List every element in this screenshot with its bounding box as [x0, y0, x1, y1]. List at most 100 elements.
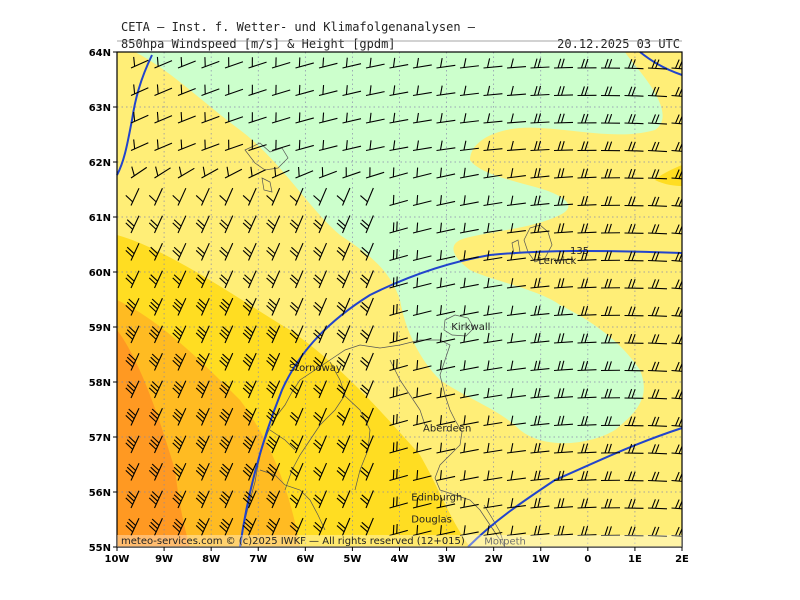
- wind-barb: [436, 58, 456, 69]
- wind-barb: [125, 518, 140, 536]
- wind-barb: [671, 59, 682, 70]
- wind-barb: [436, 277, 456, 289]
- city-labels: Lerwick Kirkwall Stornoway Aberdeen Edinburg…: [289, 256, 577, 548]
- wind-barb: [530, 140, 550, 152]
- wind-barb: [271, 166, 290, 179]
- wind-barb: [483, 497, 503, 509]
- wind-barb: [671, 251, 682, 262]
- wind-barb: [336, 435, 351, 454]
- wind-barb: [530, 277, 550, 289]
- wind-barb: [671, 279, 682, 290]
- wind-barb: [289, 380, 304, 399]
- wind-barb: [266, 435, 281, 454]
- wind-barb: [295, 57, 314, 69]
- lon-tick-label: 2W: [485, 554, 503, 565]
- wind-barb: [530, 497, 550, 509]
- wind-barb: [647, 444, 668, 455]
- wind-barb: [219, 215, 234, 234]
- lon-tick-label: 3W: [438, 554, 456, 565]
- wind-barb: [336, 215, 351, 234]
- wind-barb: [313, 490, 327, 509]
- wind-barb: [436, 415, 456, 427]
- wind-barb: [289, 325, 304, 344]
- wind-barb: [242, 187, 257, 206]
- wind-barb: [360, 242, 374, 261]
- wind-barb: [148, 188, 163, 206]
- wind-barb: [224, 166, 243, 179]
- wind-barb: [130, 111, 149, 124]
- wind-barb: [624, 196, 644, 207]
- wind-barb: [336, 407, 351, 426]
- field-light-green: [135, 52, 663, 444]
- wind-barb: [154, 56, 173, 69]
- wind-barb: [553, 278, 573, 289]
- wind-barb: [553, 360, 573, 372]
- wind-barb: [624, 86, 644, 97]
- wind-barb: [577, 498, 597, 509]
- wind-barb: [506, 305, 526, 317]
- wind-barb: [336, 325, 351, 344]
- wind-barb: [459, 140, 479, 152]
- wind-barb: [530, 305, 550, 317]
- wind-barb: [224, 84, 244, 97]
- city-label-stornoway: Stornoway: [289, 363, 342, 374]
- wind-barb: [624, 223, 644, 234]
- wind-barb: [177, 139, 196, 152]
- wind-barb: [125, 270, 140, 289]
- wind-barb: [248, 166, 266, 179]
- wind-barb: [295, 166, 314, 179]
- wind-barb: [647, 169, 668, 180]
- wind-barb: [412, 57, 432, 69]
- wind-barb: [271, 84, 291, 97]
- wind-barb: [506, 250, 526, 262]
- wind-barb: [600, 223, 621, 234]
- height-contour-west: [116, 54, 153, 176]
- footer-band: [117, 535, 682, 547]
- wind-barb: [289, 517, 304, 536]
- wind-barb: [242, 270, 257, 289]
- wind-barb: [389, 248, 408, 262]
- wind-barb: [148, 463, 163, 481]
- wind-barb: [506, 443, 526, 454]
- wind-barb: [313, 187, 327, 206]
- wind-barb: [266, 297, 281, 316]
- wind-barb: [412, 415, 432, 427]
- wind-barb: [600, 333, 621, 344]
- wind-barb: [172, 215, 187, 234]
- wind-barb: [365, 167, 385, 179]
- wind-barb: [154, 139, 173, 152]
- wind-barb: [148, 270, 163, 289]
- wind-barb: [360, 297, 374, 316]
- wind-barb: [289, 407, 304, 426]
- wind-barb: [530, 387, 550, 399]
- lon-tick-label: 7W: [249, 554, 267, 565]
- wind-barb: [530, 250, 550, 262]
- lon-tick-label: 1E: [628, 554, 642, 565]
- lat-tick-label: 63N: [89, 103, 111, 114]
- wind-barb: [671, 114, 682, 125]
- wind-barb: [389, 331, 408, 344]
- wind-barb: [148, 435, 163, 454]
- wind-barb: [483, 277, 503, 289]
- lon-tick-label: 10W: [105, 554, 130, 565]
- wind-barb: [154, 84, 173, 97]
- wind-barb: [248, 84, 267, 97]
- wind-barb: [313, 297, 327, 316]
- wind-barb: [553, 415, 573, 427]
- wind-barb: [483, 470, 503, 482]
- wind-barb: [389, 221, 408, 234]
- wind-barb: [506, 140, 526, 152]
- city-label-edinburgh: Edinburgh: [411, 492, 462, 503]
- wind-barb: [360, 325, 374, 344]
- wind-barb: [647, 224, 668, 235]
- wind-barb: [201, 57, 220, 69]
- wind-barb: [436, 387, 456, 399]
- wind-barb: [289, 242, 304, 261]
- wind-barb: [459, 305, 479, 317]
- wind-barb: [600, 498, 621, 509]
- wind-barb: [242, 407, 257, 426]
- wind-barb: [313, 325, 327, 344]
- wind-barb: [483, 525, 503, 537]
- wind-barb: [336, 297, 351, 316]
- wind-barb: [219, 462, 234, 481]
